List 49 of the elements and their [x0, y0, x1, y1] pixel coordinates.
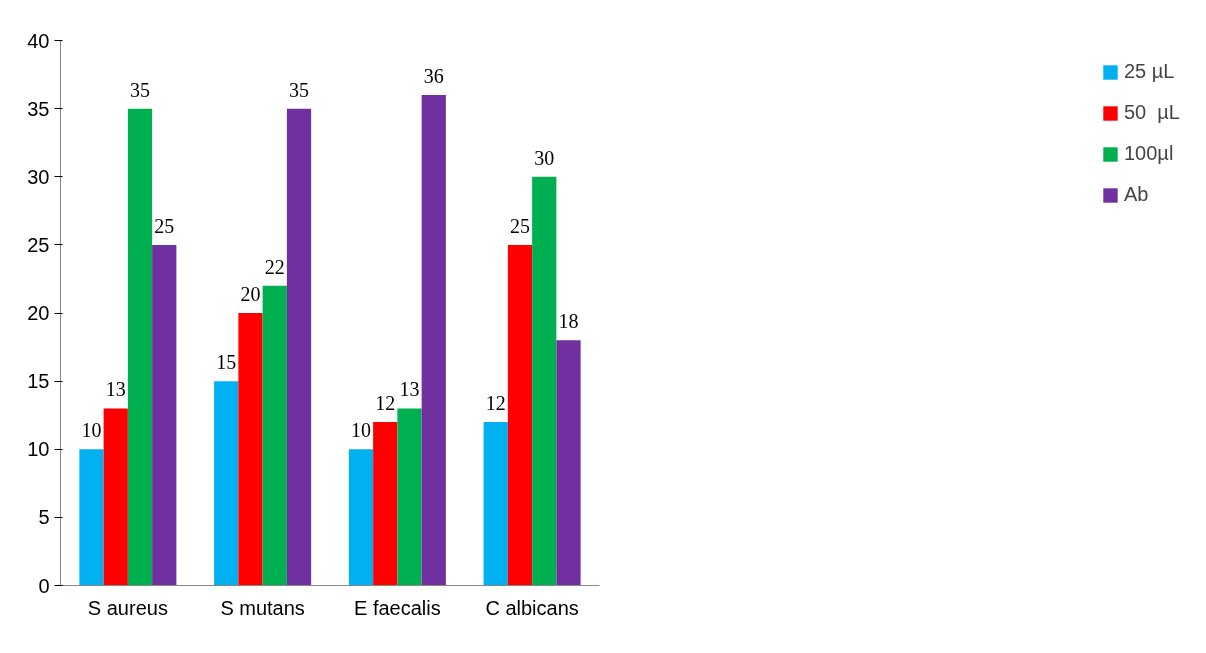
- bar: [79, 449, 104, 586]
- data-label: 10: [350, 419, 371, 442]
- x-tick-label: E faecalis: [354, 596, 441, 619]
- legend-label: Ab: [1123, 183, 1149, 206]
- bar: [532, 176, 557, 586]
- y-tick-label: 10: [27, 438, 50, 461]
- legend-label: 25 µL: [1123, 60, 1175, 83]
- bar: [373, 422, 398, 586]
- x-tick-label: S aureus: [87, 596, 168, 619]
- bar: [214, 381, 239, 586]
- legend-label: 50 µL: [1123, 101, 1180, 124]
- y-tick-label: 25: [27, 233, 50, 256]
- bar: [262, 285, 287, 586]
- data-label: 35: [130, 78, 150, 101]
- bar: [556, 340, 581, 586]
- data-label: 30: [534, 146, 555, 169]
- data-label: 10: [81, 419, 102, 442]
- data-label: 18: [558, 310, 579, 333]
- y-tick-label: 30: [27, 165, 50, 188]
- data-label: 25: [154, 214, 175, 237]
- y-tick-label: 0: [38, 574, 50, 597]
- bar: [397, 408, 422, 586]
- data-label: 36: [423, 65, 444, 87]
- data-label: 35: [289, 78, 310, 101]
- data-label: 22: [264, 255, 285, 278]
- x-tick-label: S mutans: [220, 596, 305, 619]
- bar: [238, 313, 263, 586]
- bar: [483, 422, 508, 586]
- data-label: 12: [485, 392, 506, 414]
- y-tick-label: 20: [27, 302, 50, 324]
- bar: [286, 108, 312, 586]
- data-label: 12: [375, 392, 396, 414]
- bar: [127, 108, 153, 586]
- data-label: 20: [240, 283, 261, 305]
- y-tick-label: 15: [27, 370, 50, 393]
- y-tick-label: 5: [38, 506, 50, 529]
- y-tick-label: 40: [27, 29, 50, 52]
- bar: [348, 449, 374, 586]
- bar: [507, 244, 533, 586]
- x-tick-label: C albicans: [485, 596, 579, 619]
- data-label: 25: [510, 214, 530, 237]
- y-tick-label: 35: [27, 97, 50, 120]
- bar: [103, 408, 128, 586]
- data-label: 15: [216, 351, 237, 374]
- bar: [152, 244, 177, 586]
- data-label: 13: [399, 378, 420, 401]
- legend-label: 100µl: [1123, 142, 1174, 165]
- data-label: 13: [105, 378, 126, 401]
- bar: [421, 95, 446, 586]
